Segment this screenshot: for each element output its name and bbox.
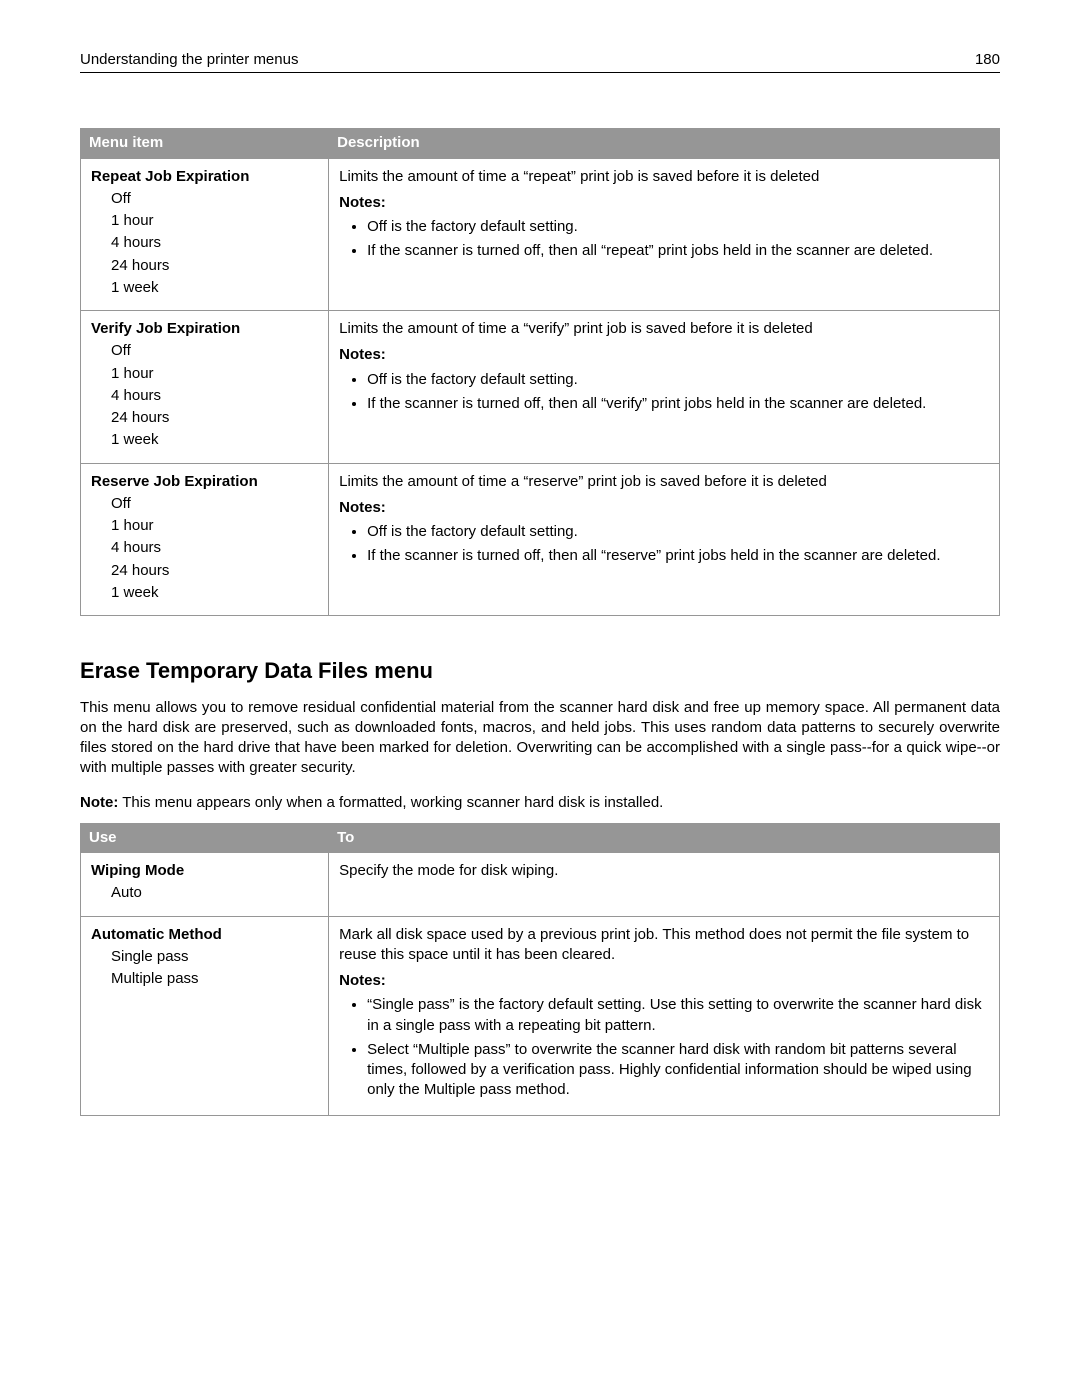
notes-list: Off is the factory default setting. If th… — [339, 370, 989, 415]
menu-item-options: Off1 hour4 hours 24 hours1 week — [91, 189, 318, 298]
table-row: Repeat Job ExpirationOff1 hour4 hours 24 … — [81, 158, 1000, 311]
description-cell: Specify the mode for disk wiping. — [329, 853, 1000, 917]
menu-table-1: Menu item Description Repeat Job Expirat… — [80, 128, 1000, 616]
menu-item-title: Wiping Mode — [91, 861, 318, 881]
t2-h1: To — [329, 823, 1000, 852]
notes-label: Notes: — [339, 193, 989, 213]
description-cell: Limits the amount of time a “reserve” pr… — [329, 463, 1000, 616]
note-item: Select “Multiple pass” to overwrite the … — [367, 1040, 989, 1101]
menu-item-title: Automatic Method — [91, 925, 318, 945]
section-heading: Erase Temporary Data Files menu — [80, 656, 1000, 686]
notes-list: Off is the factory default setting. If th… — [339, 217, 989, 262]
note-text: This menu appears only when a formatted,… — [118, 794, 663, 811]
notes-label: Notes: — [339, 498, 989, 518]
menu-option: Single pass — [111, 947, 318, 967]
notes-label: Notes: — [339, 345, 989, 365]
menu-item-title: Repeat Job Expiration — [91, 167, 318, 187]
note-item: If the scanner is turned off, then all “… — [367, 394, 989, 414]
menu-item-cell: Reserve Job ExpirationOff1 hour4 hours 24… — [81, 463, 329, 616]
description-text: Limits the amount of time a “repeat” pri… — [339, 167, 989, 187]
menu-item-title: Verify Job Expiration — [91, 319, 318, 339]
table-row: Reserve Job ExpirationOff1 hour4 hours 24… — [81, 463, 1000, 616]
menu-option: Off — [111, 494, 318, 514]
t2-body: Wiping ModeAuto Specify the mode for disk… — [81, 853, 1000, 1116]
table-row: Wiping ModeAuto Specify the mode for disk… — [81, 853, 1000, 917]
t2-h0: Use — [81, 823, 329, 852]
description-cell: Mark all disk space used by a previous p… — [329, 916, 1000, 1115]
menu-option: 1 hour — [111, 211, 318, 231]
menu-option: 24 hours — [111, 561, 318, 581]
menu-option: 4 hours — [111, 233, 318, 253]
menu-option: 1 hour — [111, 364, 318, 384]
menu-item-options: Auto — [91, 883, 318, 903]
menu-item-title: Reserve Job Expiration — [91, 472, 318, 492]
menu-option: 4 hours — [111, 538, 318, 558]
description-text: Limits the amount of time a “verify” pri… — [339, 319, 989, 339]
note-item: If the scanner is turned off, then all “… — [367, 546, 989, 566]
description-text: Mark all disk space used by a previous p… — [339, 925, 989, 966]
menu-option: 1 week — [111, 430, 318, 450]
description-text: Specify the mode for disk wiping. — [339, 861, 989, 881]
menu-option: 1 week — [111, 583, 318, 603]
menu-option: Off — [111, 189, 318, 209]
notes-list: “Single pass” is the factory default set… — [339, 995, 989, 1100]
note-prefix: Note: — [80, 794, 118, 811]
section-body: This menu allows you to remove residual … — [80, 698, 1000, 779]
menu-item-cell: Automatic MethodSingle passMultiple pass — [81, 916, 329, 1115]
menu-item-options: Off 1 hour4 hours24 hours1 week — [91, 341, 318, 450]
menu-option: Auto — [111, 883, 318, 903]
menu-item-cell: Verify Job ExpirationOff 1 hour4 hours24 … — [81, 311, 329, 464]
notes-label: Notes: — [339, 971, 989, 991]
menu-option: 24 hours — [111, 408, 318, 428]
table-row: Automatic MethodSingle passMultiple pass… — [81, 916, 1000, 1115]
description-text: Limits the amount of time a “reserve” pr… — [339, 472, 989, 492]
header-title: Understanding the printer menus — [80, 50, 298, 70]
note-item: Off is the factory default setting. — [367, 217, 989, 237]
menu-option: 24 hours — [111, 256, 318, 276]
note-item: “Single pass” is the factory default set… — [367, 995, 989, 1036]
menu-option: Off — [111, 341, 318, 361]
page-header: Understanding the printer menus 180 — [80, 50, 1000, 73]
menu-option: 4 hours — [111, 386, 318, 406]
menu-option: 1 hour — [111, 516, 318, 536]
menu-table-2: Use To Wiping ModeAuto Specify the mode f… — [80, 823, 1000, 1116]
description-cell: Limits the amount of time a “repeat” pri… — [329, 158, 1000, 311]
t1-body: Repeat Job ExpirationOff1 hour4 hours24 … — [81, 158, 1000, 616]
page-number: 180 — [975, 50, 1000, 70]
menu-item-cell: Repeat Job ExpirationOff1 hour4 hours 24 … — [81, 158, 329, 311]
note-item: Off is the factory default setting. — [367, 522, 989, 542]
menu-option: 1 week — [111, 278, 318, 298]
t1-h0: Menu item — [81, 129, 329, 158]
table-row: Verify Job ExpirationOff 1 hour4 hours24 … — [81, 311, 1000, 464]
menu-item-options: Single passMultiple pass — [91, 947, 318, 990]
menu-item-cell: Wiping ModeAuto — [81, 853, 329, 917]
notes-list: Off is the factory default setting. If th… — [339, 522, 989, 567]
section-note: Note: This menu appears only when a form… — [80, 793, 1000, 813]
note-item: If the scanner is turned off, then all “… — [367, 241, 989, 261]
menu-option: Multiple pass — [111, 969, 318, 989]
t1-h1: Description — [329, 129, 1000, 158]
description-cell: Limits the amount of time a “verify” pri… — [329, 311, 1000, 464]
note-item: Off is the factory default setting. — [367, 370, 989, 390]
menu-item-options: Off1 hour4 hours 24 hours1 week — [91, 494, 318, 603]
